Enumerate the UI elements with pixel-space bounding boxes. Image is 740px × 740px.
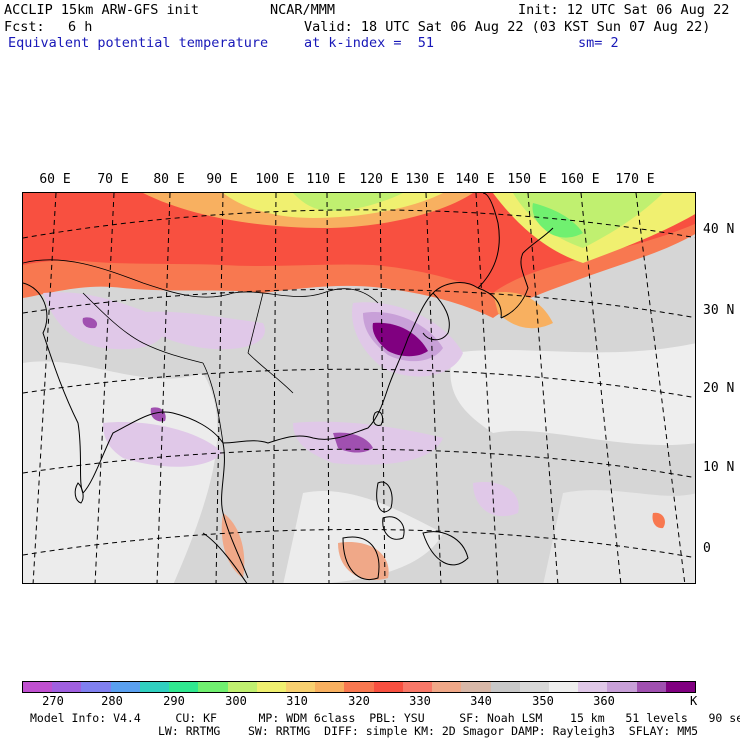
colorbar-swatch bbox=[227, 682, 257, 692]
lon-label: 110 E bbox=[306, 172, 346, 187]
country-borders bbox=[23, 259, 379, 444]
deep-purple-patch bbox=[333, 432, 373, 453]
colorbar-swatch bbox=[169, 682, 199, 692]
lon-label: 150 E bbox=[507, 172, 547, 187]
colorbar-swatch bbox=[665, 682, 696, 692]
colorbar-swatch bbox=[139, 682, 170, 692]
lon-label: 120 E bbox=[359, 172, 399, 187]
model-info-line2: LW: RRTMG SW: RRTMG DIFF: simple KM: 2D … bbox=[158, 724, 699, 738]
colorbar-swatch bbox=[490, 682, 520, 692]
colorbar-label: 320 bbox=[348, 694, 370, 708]
light-region bbox=[23, 361, 218, 583]
field-name: Equivalent potential temperature bbox=[8, 35, 269, 51]
coastlines bbox=[23, 193, 554, 583]
colorbar-swatch bbox=[110, 682, 140, 692]
purple-region bbox=[103, 422, 223, 467]
colorbar-swatch bbox=[198, 682, 228, 692]
lon-label: 170 E bbox=[615, 172, 655, 187]
light-region bbox=[283, 491, 443, 583]
model-title: ACCLIP 15km ARW-GFS init bbox=[4, 2, 200, 18]
deep-purple-patch bbox=[150, 407, 166, 422]
lon-label: 160 E bbox=[560, 172, 600, 187]
colorbar-label: 360 bbox=[593, 694, 615, 708]
lat-label: 0 bbox=[703, 541, 711, 556]
colorbar-swatch bbox=[402, 682, 433, 692]
map-graphic bbox=[23, 193, 695, 583]
forecast-value: 6 h bbox=[68, 19, 93, 35]
colorbar-swatch bbox=[23, 682, 53, 692]
colorbar-swatch bbox=[578, 682, 608, 692]
lat-label: 40 N bbox=[703, 222, 735, 237]
colorbar-swatch bbox=[373, 682, 403, 692]
smoothing-label: sm= 2 bbox=[578, 35, 619, 51]
level-label: at k-index = 51 bbox=[304, 35, 435, 51]
colorbar-swatch bbox=[285, 682, 316, 692]
purple-region bbox=[473, 482, 519, 517]
colorbar-label: 330 bbox=[409, 694, 431, 708]
lon-label: 140 E bbox=[455, 172, 495, 187]
lon-label: 100 E bbox=[255, 172, 295, 187]
colorbar-label: 340 bbox=[470, 694, 492, 708]
forecast-label: Fcst: bbox=[4, 19, 45, 35]
colorbar-label: 280 bbox=[101, 694, 123, 708]
colorbar-swatch bbox=[81, 682, 111, 692]
lon-label: 90 E bbox=[206, 172, 238, 187]
colorbar-swatch bbox=[548, 682, 579, 692]
init-time: Init: 12 UTC Sat 06 Aug 22 bbox=[518, 2, 730, 18]
light-region bbox=[450, 343, 695, 446]
colorbar-label: 270 bbox=[42, 694, 64, 708]
warm-lime bbox=[293, 193, 403, 211]
colorbar-swatch bbox=[636, 682, 666, 692]
colorbar-swatch bbox=[256, 682, 286, 692]
longitude-labels: 60 E 70 E 80 E 90 E 100 E 110 E 120 E 13… bbox=[0, 172, 740, 188]
colorbar-swatch bbox=[52, 682, 82, 692]
colorbar-swatch bbox=[344, 682, 374, 692]
colorbar bbox=[22, 681, 696, 693]
northeast-lime bbox=[513, 193, 663, 248]
colorbar-swatch bbox=[519, 682, 549, 692]
lon-label: 80 E bbox=[153, 172, 185, 187]
lat-label: 10 N bbox=[703, 460, 735, 475]
colorbar-swatch bbox=[607, 682, 637, 692]
warm-land-patch bbox=[221, 513, 245, 578]
lon-label: 60 E bbox=[39, 172, 71, 187]
colorbar-swatch bbox=[432, 682, 462, 692]
longitude-lines bbox=[32, 193, 686, 583]
colorbar-label: 310 bbox=[286, 694, 308, 708]
purple-region bbox=[43, 292, 165, 350]
lat-label: 20 N bbox=[703, 381, 735, 396]
deep-purple-patch bbox=[82, 317, 98, 329]
lon-label: 130 E bbox=[405, 172, 445, 187]
model-info-line1: Model Info: V4.4 CU: KF MP: WDM 6class P… bbox=[30, 711, 740, 725]
lon-label: 70 E bbox=[97, 172, 129, 187]
colorbar-swatch bbox=[461, 682, 491, 692]
valid-time: Valid: 18 UTC Sat 06 Aug 22 (03 KST Sun … bbox=[304, 19, 711, 35]
center-label: NCAR/MMM bbox=[270, 2, 336, 18]
colorbar-unit: K bbox=[690, 694, 698, 708]
deep-purple-core bbox=[372, 322, 428, 357]
warm-land-patch bbox=[652, 512, 665, 529]
colorbar-label: 350 bbox=[532, 694, 554, 708]
colorbar-label: 290 bbox=[163, 694, 185, 708]
colorbar-label: 300 bbox=[225, 694, 247, 708]
map-panel bbox=[22, 192, 696, 584]
colorbar-swatch bbox=[315, 682, 345, 692]
lat-label: 30 N bbox=[703, 303, 735, 318]
northeast-green bbox=[532, 203, 583, 238]
